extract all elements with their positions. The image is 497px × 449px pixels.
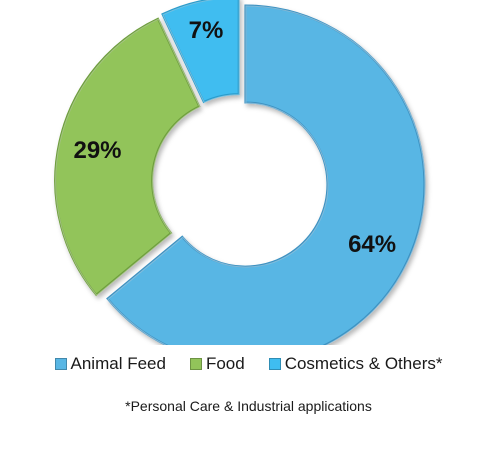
data-label-animal-feed: 64% xyxy=(348,231,396,258)
donut-slice-cosmetics-others xyxy=(161,0,240,104)
donut-slice-highlight-food xyxy=(55,18,201,296)
chart-footnote: *Personal Care & Industrial applications xyxy=(125,398,372,414)
donut-chart: 64% 29% 7% xyxy=(54,0,426,365)
legend-swatch-food xyxy=(189,358,202,370)
chart-legend: Animal Feed Food Cosmetics & Others* xyxy=(0,354,497,374)
legend-label-food: Food xyxy=(205,354,245,373)
data-label-food: 29% xyxy=(73,137,121,164)
donut-slice-food xyxy=(54,17,201,297)
legend-swatch-animal-feed xyxy=(54,358,67,370)
legend-label-cosmetics-others: Cosmetics & Others* xyxy=(284,354,443,373)
legend-item-food: Food xyxy=(189,354,245,374)
legend-swatch-cosmetics-others xyxy=(268,358,281,370)
legend-item-cosmetics-others: Cosmetics & Others* xyxy=(268,354,443,374)
data-label-cosmetics-others: 7% xyxy=(189,17,224,44)
donut-slice-highlight-cosmetics-others xyxy=(162,0,240,104)
donut-chart-svg: 64% 29% 7% xyxy=(54,0,426,365)
legend-item-animal-feed: Animal Feed xyxy=(54,354,166,374)
legend-label-animal-feed: Animal Feed xyxy=(70,354,166,373)
